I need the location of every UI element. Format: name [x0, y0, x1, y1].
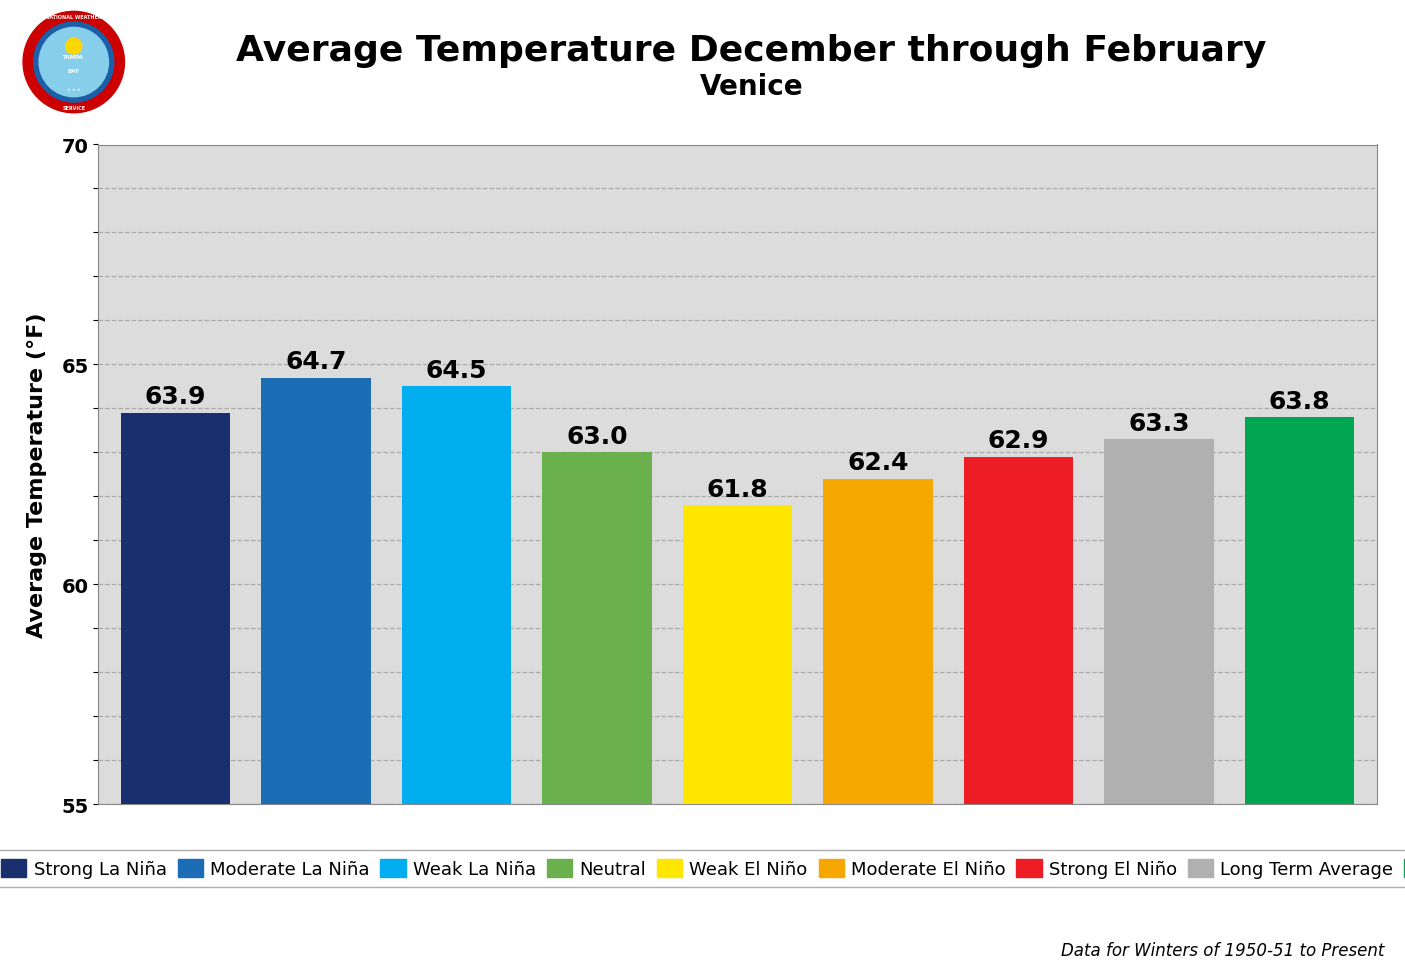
Text: BAY: BAY — [67, 69, 80, 74]
Circle shape — [39, 28, 108, 98]
Text: SERVICE: SERVICE — [62, 106, 86, 110]
Text: 64.5: 64.5 — [426, 359, 488, 383]
Text: 61.8: 61.8 — [707, 477, 769, 501]
Bar — [964, 457, 1073, 804]
Bar — [1104, 440, 1214, 804]
Text: 63.8: 63.8 — [1269, 390, 1331, 414]
Bar — [402, 387, 511, 804]
Text: TAMPA: TAMPA — [63, 55, 84, 60]
Text: Venice: Venice — [700, 73, 804, 101]
Bar — [1245, 418, 1354, 804]
Text: ★ ★ ★: ★ ★ ★ — [67, 87, 80, 92]
Text: 62.9: 62.9 — [988, 429, 1050, 453]
Text: Data for Winters of 1950-51 to Present: Data for Winters of 1950-51 to Present — [1061, 941, 1384, 959]
Text: 64.7: 64.7 — [285, 350, 347, 374]
Bar — [823, 480, 933, 804]
Y-axis label: Average Temperature (°F): Average Temperature (°F) — [28, 312, 48, 638]
Text: 63.9: 63.9 — [145, 385, 207, 409]
Circle shape — [34, 23, 114, 103]
Text: 63.0: 63.0 — [566, 424, 628, 449]
Bar — [542, 453, 652, 804]
Text: NATIONAL WEATHER: NATIONAL WEATHER — [45, 16, 103, 20]
Legend: Strong La Niña, Moderate La Niña, Weak La Niña, Neutral, Weak El Niño, Moderate : Strong La Niña, Moderate La Niña, Weak L… — [0, 851, 1405, 888]
Text: Average Temperature December through February: Average Temperature December through Feb… — [236, 34, 1267, 68]
Bar — [261, 378, 371, 804]
Bar — [683, 506, 792, 804]
Circle shape — [22, 13, 125, 113]
Text: 63.3: 63.3 — [1128, 411, 1190, 435]
Bar — [121, 414, 230, 804]
Text: 62.4: 62.4 — [847, 451, 909, 475]
Circle shape — [66, 39, 81, 55]
